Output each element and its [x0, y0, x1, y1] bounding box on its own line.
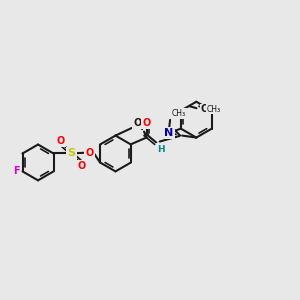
Text: N: N — [164, 128, 173, 138]
Text: O: O — [85, 148, 94, 158]
Text: O: O — [78, 161, 86, 171]
Text: O: O — [57, 136, 65, 146]
Text: O: O — [134, 118, 142, 128]
Text: O: O — [200, 104, 209, 114]
Text: O: O — [143, 118, 151, 128]
Text: CH₃: CH₃ — [207, 105, 221, 114]
Text: F: F — [13, 167, 20, 176]
Text: H: H — [157, 145, 164, 154]
Text: CH₃: CH₃ — [172, 109, 186, 118]
Text: S: S — [68, 148, 76, 158]
